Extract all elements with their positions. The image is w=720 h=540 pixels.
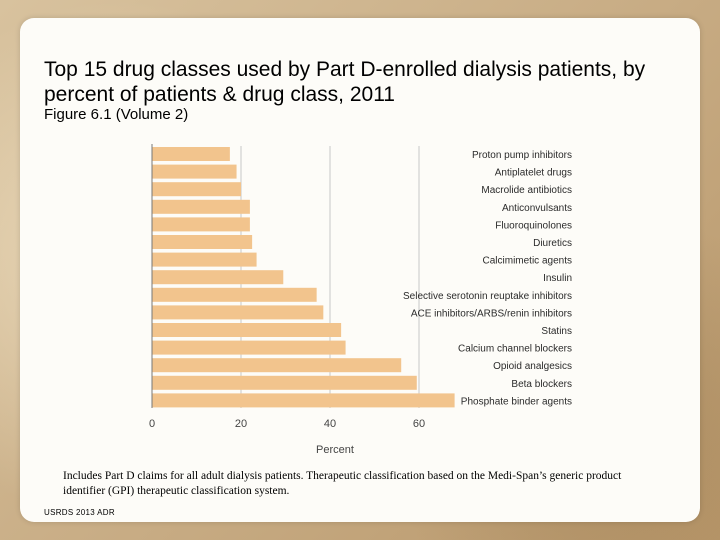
- figure-caption: Includes Part D claims for all adult dia…: [63, 470, 622, 497]
- slide-panel: [20, 18, 700, 522]
- bar-7: [152, 270, 284, 285]
- category-label-5: Diuretics: [533, 238, 572, 249]
- category-label-9: ACE inhibitors/ARBS/renin inhibitors: [411, 308, 572, 319]
- category-label-8: Selective serotonin reuptake inhibitors: [403, 291, 572, 302]
- x-tick-20: 20: [235, 418, 247, 430]
- x-tick-40: 40: [324, 418, 336, 430]
- x-tick-60: 60: [413, 418, 425, 430]
- bar-14: [152, 393, 455, 408]
- bars: [152, 147, 455, 408]
- category-label-3: Anticonvulsants: [502, 203, 572, 214]
- category-label-1: Antiplatelet drugs: [495, 168, 572, 179]
- bar-0: [152, 147, 230, 161]
- bar-9: [152, 305, 324, 320]
- category-label-10: Statins: [541, 326, 572, 337]
- x-tick-0: 0: [149, 418, 155, 430]
- category-label-11: Calcium channel blockers: [458, 344, 572, 355]
- bar-3: [152, 199, 250, 214]
- x-tick-labels: 0 20 40 60: [149, 418, 425, 430]
- category-labels: Proton pump inhibitors Antiplatelet drugs…: [403, 150, 572, 407]
- bar-11: [152, 340, 346, 355]
- bar-5: [152, 235, 253, 249]
- bar-12: [152, 358, 402, 373]
- bar-6: [152, 252, 257, 267]
- figure-label: Figure 6.1 (Volume 2): [44, 106, 189, 123]
- bar-4: [152, 217, 250, 232]
- bar-8: [152, 287, 317, 302]
- category-label-14: Phosphate binder agents: [461, 396, 572, 407]
- bar-10: [152, 323, 342, 337]
- category-label-7: Insulin: [543, 273, 572, 284]
- slide-title: Top 15 drug classes used by Part D-enrol…: [44, 58, 646, 106]
- category-label-2: Macrolide antibiotics: [481, 185, 572, 196]
- category-label-12: Opioid analgesics: [493, 361, 572, 372]
- category-label-6: Calcimimetic agents: [483, 256, 572, 267]
- bar-2: [152, 182, 241, 197]
- category-label-0: Proton pump inhibitors: [472, 150, 572, 161]
- source-label: USRDS 2013 ADR: [44, 508, 115, 517]
- category-label-13: Beta blockers: [511, 379, 572, 390]
- x-axis-label: Percent: [316, 444, 354, 456]
- bar-13: [152, 375, 417, 390]
- category-label-4: Fluoroquinolones: [495, 220, 572, 231]
- bar-1: [152, 164, 237, 179]
